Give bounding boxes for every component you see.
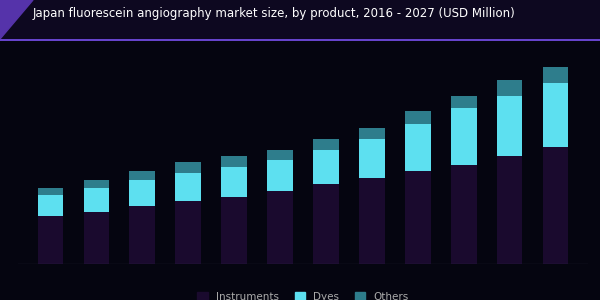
Bar [497,95,523,156]
Bar [221,167,247,197]
Bar [543,68,568,82]
Bar [83,188,109,212]
Bar [268,190,293,264]
Bar [313,139,338,149]
Legend: Instruments, Dyes, Others: Instruments, Dyes, Others [193,288,413,300]
Bar [405,124,431,171]
Bar [221,197,247,264]
Bar [175,163,201,173]
Bar [221,156,247,167]
Bar [451,165,476,264]
Bar [451,95,476,109]
Bar [38,195,63,217]
Bar [38,217,63,264]
Bar [268,149,293,160]
Bar [359,128,385,139]
Bar [359,139,385,178]
Bar [175,173,201,201]
Bar [175,201,201,264]
Bar [38,188,63,195]
Bar [543,147,568,264]
Bar [359,178,385,264]
Bar [130,180,155,206]
Bar [83,212,109,264]
Bar [405,171,431,264]
Bar [543,82,568,147]
Bar [83,180,109,188]
Bar [313,184,338,264]
Bar [497,80,523,95]
Text: Japan fluorescein angiography market size, by product, 2016 - 2027 (USD Million): Japan fluorescein angiography market siz… [33,8,516,20]
Bar [313,149,338,184]
Bar [130,206,155,264]
Bar [497,156,523,264]
Bar [130,171,155,180]
Bar [451,109,476,165]
Bar [405,111,431,124]
Bar [268,160,293,190]
